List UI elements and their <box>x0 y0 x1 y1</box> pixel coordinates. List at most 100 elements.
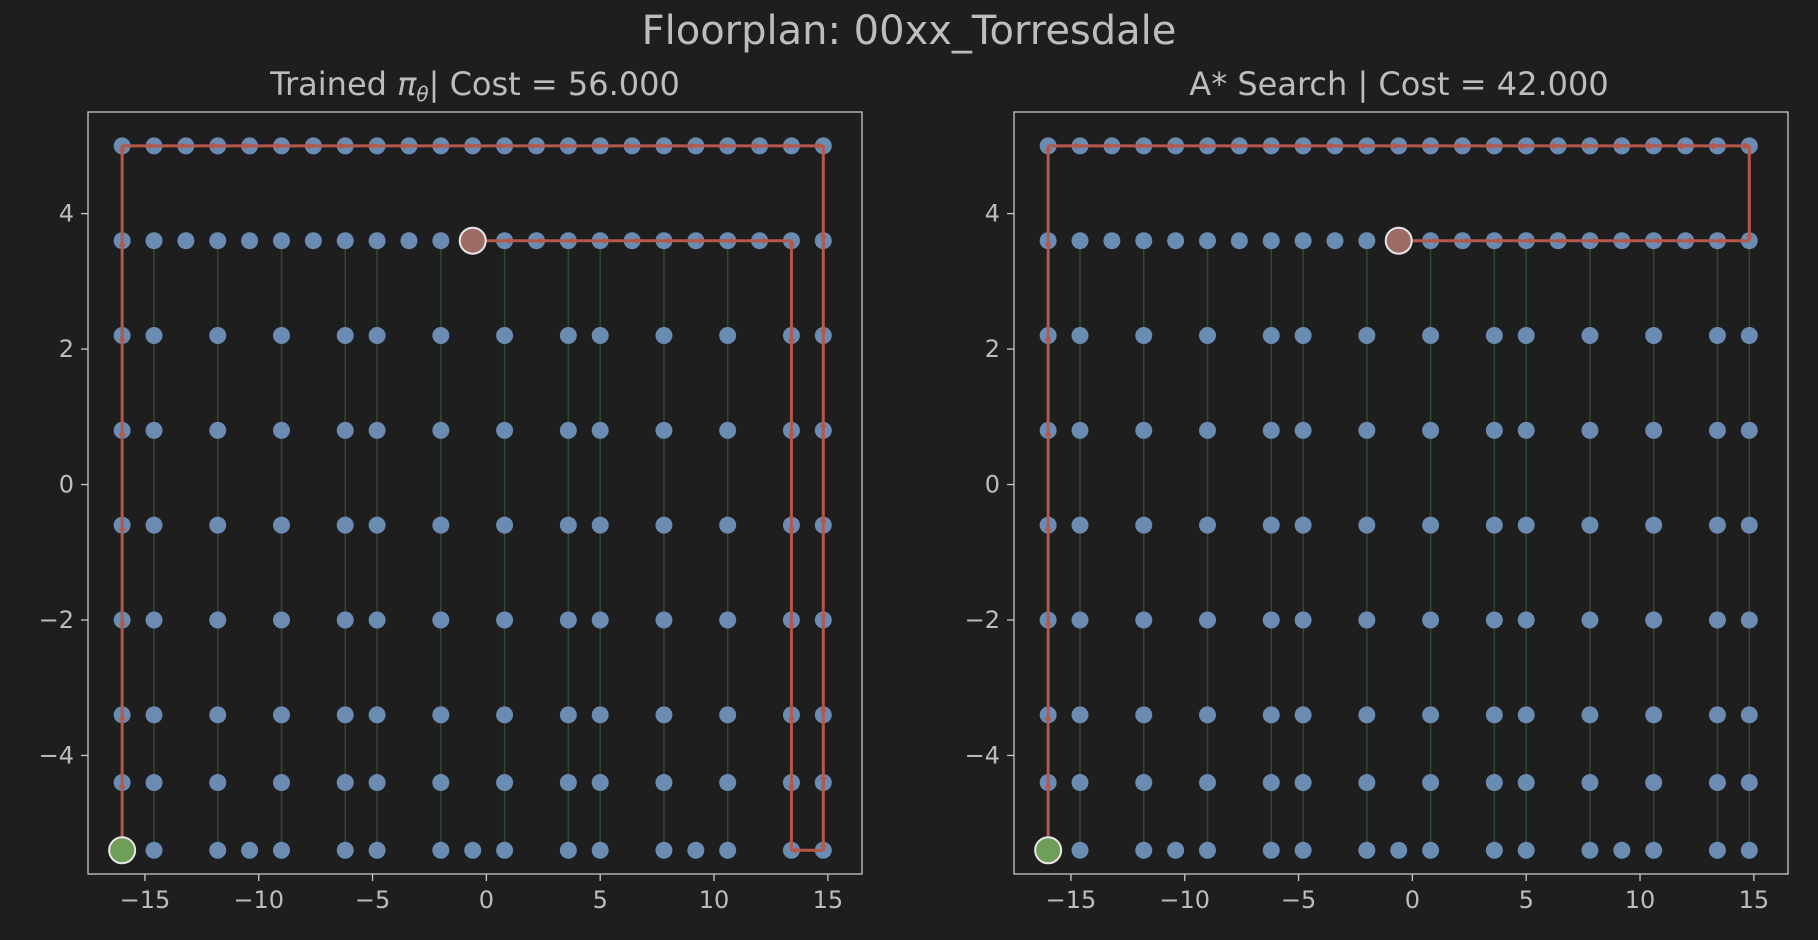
graph-node <box>655 516 673 534</box>
graph-node <box>336 516 354 534</box>
graph-node <box>1294 327 1312 345</box>
graph-node <box>432 774 450 792</box>
graph-node <box>209 327 227 345</box>
graph-node <box>1517 327 1535 345</box>
x-tick-label: −10 <box>1159 886 1210 914</box>
graph-node <box>1294 232 1312 250</box>
graph-node <box>273 706 290 724</box>
y-tick-label: 0 <box>59 471 74 499</box>
graph-node <box>496 706 514 724</box>
x-tick-label: 0 <box>479 886 494 914</box>
graph-node <box>368 516 386 534</box>
graph-node <box>273 232 290 250</box>
graph-node <box>273 516 290 534</box>
graph-node <box>145 232 163 250</box>
graph-node <box>1294 706 1312 724</box>
graph-node <box>1708 611 1726 629</box>
graph-node <box>1135 327 1153 345</box>
graph-node <box>432 706 450 724</box>
graph-node <box>1135 611 1153 629</box>
graph-node <box>432 421 450 439</box>
graph-node <box>1199 327 1216 345</box>
graph-node <box>559 327 577 345</box>
graph-node <box>241 232 259 250</box>
path-endpoints <box>108 226 487 865</box>
graph-node <box>1517 706 1535 724</box>
graph-node <box>1199 232 1216 250</box>
graph-node <box>1485 774 1503 792</box>
graph-node <box>209 611 227 629</box>
graph-node <box>336 774 354 792</box>
graph-node <box>177 232 195 250</box>
graph-node <box>1071 516 1089 534</box>
graph-node <box>368 611 386 629</box>
graph-node <box>1422 774 1440 792</box>
graph-node <box>1358 841 1376 859</box>
graph-node <box>1135 232 1153 250</box>
graph-node <box>1645 327 1663 345</box>
path-endpoints <box>1034 226 1413 865</box>
graph-node <box>400 232 418 250</box>
graph-node <box>655 841 673 859</box>
graph-node <box>1071 841 1089 859</box>
graph-node <box>1135 841 1153 859</box>
graph-node <box>1358 327 1376 345</box>
graph-node <box>1645 706 1663 724</box>
graph-node <box>336 611 354 629</box>
axes-frame <box>87 111 863 875</box>
graph-node <box>591 421 609 439</box>
graph-node <box>1613 841 1631 859</box>
graph-node <box>273 611 290 629</box>
graph-node <box>1199 611 1216 629</box>
graph-node <box>1422 327 1440 345</box>
graph-node <box>1645 611 1663 629</box>
graph-node <box>1262 232 1280 250</box>
graph-node <box>464 841 482 859</box>
graph-node <box>1199 774 1216 792</box>
graph-node <box>1581 774 1599 792</box>
graph-node <box>1645 774 1663 792</box>
graph-node <box>145 611 163 629</box>
graph-node <box>1262 774 1280 792</box>
graph-node <box>559 774 577 792</box>
panel-title-astar: A* Search | Cost = 42.000 <box>1189 65 1608 103</box>
graph-nodes <box>1039 137 1758 859</box>
x-tick-label: 15 <box>1739 886 1770 914</box>
graph-node <box>1740 841 1758 859</box>
graph-node <box>655 774 673 792</box>
graph-node <box>336 706 354 724</box>
graph-node <box>496 327 514 345</box>
graph-node <box>496 516 514 534</box>
graph-node <box>591 516 609 534</box>
graph-node <box>1581 706 1599 724</box>
graph-node <box>1422 421 1440 439</box>
graph-node <box>719 774 737 792</box>
graph-node <box>719 327 737 345</box>
graph-node <box>368 706 386 724</box>
graph-node <box>1199 516 1216 534</box>
graph-node <box>719 516 737 534</box>
graph-node <box>145 774 163 792</box>
graph-node <box>1581 611 1599 629</box>
graph-node <box>1422 841 1440 859</box>
graph-node <box>336 421 354 439</box>
graph-node <box>145 706 163 724</box>
x-tick-label: −10 <box>233 886 284 914</box>
graph-node <box>209 232 227 250</box>
x-tick-label: −5 <box>1281 886 1316 914</box>
graph-node <box>1230 232 1248 250</box>
graph-node <box>1294 611 1312 629</box>
panel-trained-policy: Trained πθ| Cost = 56.000 −15 −10 −5 0 5 10 15… <box>39 65 863 914</box>
graph-node <box>1358 232 1376 250</box>
graph-node <box>1645 841 1663 859</box>
figure-suptitle: Floorplan: 00xx_Torresdale <box>642 8 1177 54</box>
graph-node <box>1422 611 1440 629</box>
graph-node <box>1581 421 1599 439</box>
graph-node <box>368 232 386 250</box>
graph-node <box>273 327 290 345</box>
graph-node <box>496 841 514 859</box>
graph-node <box>1167 841 1185 859</box>
graph-node <box>719 611 737 629</box>
x-tick-label: 15 <box>813 886 844 914</box>
graph-node <box>1167 232 1185 250</box>
